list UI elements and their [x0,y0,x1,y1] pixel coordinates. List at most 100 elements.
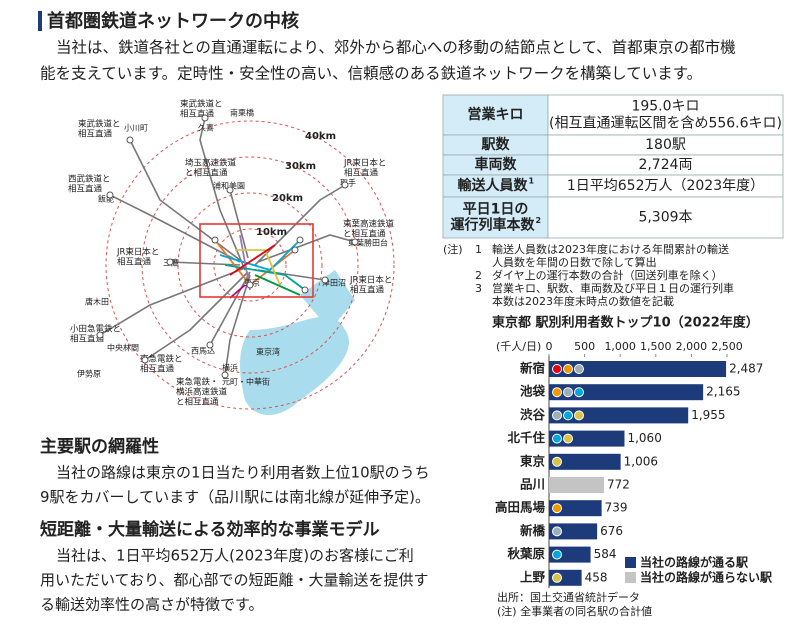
station [351,238,359,246]
section-heading: 短距離・大量輸送による効率的な事業モデル [40,519,380,540]
ring-label: 30km [285,161,316,172]
station [106,191,114,199]
note-line: 人員数を年間の日数で除して算出 [492,255,657,269]
station [321,276,329,284]
map-label: 東武鉄道と [78,119,121,130]
table-sup: 2 [536,216,542,225]
map-label: 相互直通 [344,168,379,179]
x-tick-label: 2,000 [676,340,708,353]
legend-swatch [625,572,636,583]
map-label: JR東日本と [343,158,386,169]
line-icon [552,526,562,537]
station [226,186,234,194]
note-line: ダイヤ上の運行本数の合計（回送列車を除く） [492,268,723,282]
category-label: 渋谷 [520,407,546,422]
category-label: 秋葉原 [507,546,545,561]
map-label: 相互直通 [117,257,152,268]
line-icon [552,549,562,560]
line-icon [552,503,562,514]
ring-label: 20km [272,193,303,204]
station [206,341,214,349]
chart-note: (注) 全事業者の同名駅の合計値 [497,604,652,618]
bay [240,316,349,415]
value-label: 1,006 [624,454,658,468]
x-tick-label: 500 [574,340,595,353]
line-icon [563,410,573,421]
value-label: 458 [585,570,608,584]
ring-label: 10km [256,227,287,238]
intro-line: 当社は、鉄道各社との直通運転により、郊外から都心への移動の結節点として、首都東京… [56,39,736,57]
line-icon [552,456,562,467]
x-tick-label: 1,000 [604,340,636,353]
line-icon [574,364,584,374]
bar [549,453,621,470]
section-line: 用いただいており、都心部での短距離・大量輸送を提供す [40,571,429,589]
note-line: 営業キロ、駅数、車両数及び平日１日の運行列車 [492,281,734,295]
table-label: 車両数 [475,156,518,173]
category-label: 品川 [520,477,545,492]
map-label: 相互直通 [180,109,215,120]
value-label: 1,060 [627,431,661,445]
value-label: 772 [607,478,630,492]
station [291,246,299,254]
legend-label: 当社の路線が通る駅 [640,555,749,570]
table-label: 駅数 [482,136,511,153]
station [166,258,174,266]
category-label: 北千住 [507,430,545,445]
table-value: 5,309本 [638,210,692,226]
map-label: 東京湾 [256,347,280,357]
category-label: 新宿 [520,361,545,376]
core-area [199,223,314,298]
line-icon [552,387,562,398]
bar [549,361,727,377]
ring-label: 40km [305,131,336,142]
line-icon [574,410,584,421]
category-label: 高田馬場 [495,500,546,515]
bar [549,384,704,401]
line-icon [574,387,584,398]
station [296,236,304,244]
map-art [99,117,395,415]
line-icon [552,410,562,421]
legend-label: 当社の路線が通らない駅 [640,570,773,585]
map-label: 取手 [340,178,356,188]
note-line: 本数は2023年度末時点の数値を記載 [492,294,674,308]
map-label: 東急電鉄・ [176,377,219,388]
station [341,181,349,189]
line-icon [552,364,562,374]
note-num: 3 [475,282,482,295]
map-label: 相互直通 [68,184,103,195]
map-label: と相互直通 [185,168,228,179]
table-label-cell [442,94,549,136]
map-label: 横浜高速鉄道 [176,387,228,398]
map-label: 津田沼 [322,278,346,288]
category-label: 上野 [520,569,546,584]
table-label: 運行列車本数 [451,217,536,234]
table-label: 営業キロ [468,106,524,123]
category-label: 新橋 [520,523,546,538]
table-label: 平日1日の [463,202,529,218]
station [246,281,254,289]
note-line: 輸送人員数は2023年度における年間累計の輸送 [492,242,729,256]
map-label: 元町・中華街 [222,377,270,387]
station [221,371,229,379]
table-label: 輸送人員数 [458,177,529,194]
table-value-cell [547,196,784,239]
station [96,331,104,339]
line-icon [563,364,573,374]
station [126,136,134,144]
section-line: る輸送効率性の高さが特徴です。 [40,596,264,614]
section-heading: 主要駅の網羅性 [40,436,159,457]
bar [549,523,598,540]
map-label: 久喜 [198,123,214,133]
map-label: 東葉勝田台 [348,238,388,248]
table-value-cell [547,94,784,136]
map-label: 西武鉄道と [68,174,111,185]
station [211,236,219,244]
line-icon [552,433,562,444]
legend-swatch [625,557,636,568]
map-label: 中央林間 [107,343,139,353]
chart-title: 東京都 駅別利用者数トップ10（2022年度） [492,315,759,331]
bar [549,500,602,517]
x-tick-label: 1,500 [640,340,672,353]
